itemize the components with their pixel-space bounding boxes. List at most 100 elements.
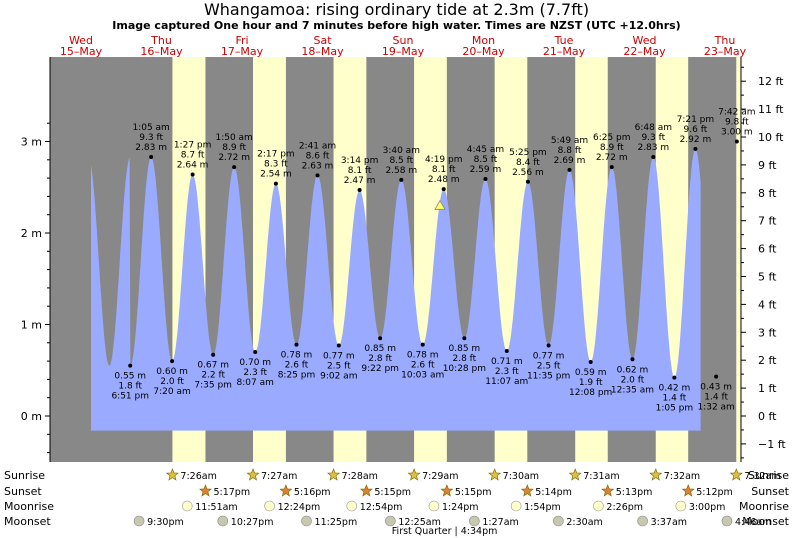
low-tide-point [378, 336, 383, 341]
right-tick-label: 0 ft [758, 410, 777, 423]
sunset-icon [199, 484, 212, 497]
row-label-right: Sunset [751, 485, 789, 498]
sunset-time: 5:14pm [535, 487, 572, 498]
high-tide-feet: 8.1 ft [348, 166, 372, 176]
high-tide-time: 1:05 am [132, 123, 169, 133]
right-tick-label: 5 ft [758, 271, 777, 284]
high-tide-time: 4:45 am [467, 145, 504, 155]
high-tide-point [232, 165, 237, 170]
row-label-left: Moonrise [4, 500, 54, 513]
row-label-left: Moonset [4, 515, 51, 528]
low-tide-feet: 2.8 ft [368, 354, 392, 364]
date-label: 18–May [301, 45, 344, 58]
day-name-label: Wed [69, 34, 93, 47]
high-tide-feet: 9.3 ft [139, 133, 163, 143]
high-tide-time: 5:25 pm [509, 148, 547, 158]
high-tide-meters: 2.83 m [637, 143, 669, 153]
day-name-label: Thu [150, 34, 172, 47]
moonrise-time: 2:26pm [606, 502, 643, 513]
high-tide-feet: 8.9 ft [222, 143, 246, 153]
moon-phase-label: First Quarter | 4:34pm [392, 526, 498, 537]
low-tide-time: 10:03 am [401, 371, 444, 381]
right-tick-label: 11 ft [758, 103, 784, 116]
high-tide-meters: 2.47 m [344, 176, 376, 186]
high-tide-feet: 8.1 ft [432, 165, 456, 175]
day-name-label: Tue [554, 34, 574, 47]
high-tide-point [734, 139, 739, 144]
moonset-time: 3:37am [651, 517, 687, 528]
low-tide-point [588, 360, 593, 365]
sunset-icon [359, 484, 373, 497]
sunset-time: 5:12pm [696, 487, 733, 498]
low-tide-meters: 0.62 m [617, 365, 649, 375]
high-tide-feet: 9.3 ft [641, 133, 665, 143]
low-tide-time: 11:35 pm [527, 372, 570, 382]
high-tide-meters: 2.59 m [470, 165, 502, 175]
high-tide-feet: 8.9 ft [600, 143, 624, 153]
day-name-label: Sat [313, 34, 332, 47]
high-tide-feet: 8.3 ft [264, 160, 288, 170]
day-name-label: Thu [714, 34, 736, 47]
low-tide-feet: 2.3 ft [495, 367, 519, 377]
moonrise-icon [264, 500, 275, 512]
moonrise-icon [428, 500, 440, 512]
low-tide-meters: 0.85 m [449, 344, 481, 354]
sunrise-time: 7:26am [180, 471, 216, 482]
high-tide-point [149, 155, 154, 160]
day-name-label: Fri [235, 34, 248, 47]
sunrise-icon [246, 468, 260, 481]
moonset-time: 12:25am [398, 517, 440, 528]
moonrise-icon [675, 500, 687, 512]
high-tide-meters: 3.00 m [721, 128, 753, 138]
high-tide-time: 5:49 am [551, 136, 588, 146]
sunrise-icon [729, 468, 743, 481]
moonset-icon [385, 515, 396, 527]
moonset-icon [721, 515, 733, 527]
high-tide-point [399, 177, 404, 182]
low-tide-feet: 2.6 ft [411, 361, 435, 371]
high-tide-meters: 2.63 m [302, 161, 334, 171]
sunset-icon [601, 484, 615, 497]
moonrise-time: 1:24pm [442, 502, 479, 513]
high-tide-feet: 8.4 ft [516, 158, 540, 168]
low-tide-meters: 0.78 m [281, 351, 313, 361]
low-tide-point [462, 336, 467, 341]
sunrise-time: 7:32am [664, 471, 700, 482]
low-tide-feet: 2.2 ft [201, 371, 225, 381]
day-name-label: Wed [633, 34, 657, 47]
sunrise-time: 7:30am [503, 471, 539, 482]
moonrise-time: 1:54pm [524, 502, 561, 513]
moonset-icon [133, 515, 145, 527]
sunset-icon [279, 484, 293, 497]
high-tide-time: 1:50 am [215, 133, 252, 143]
right-tick-label: 4 ft [758, 298, 777, 311]
high-tide-point [357, 187, 362, 192]
moonset-time: 9:30pm [147, 517, 184, 528]
high-tide-meters: 2.72 m [596, 153, 628, 163]
low-tide-time: 12:08 pm [569, 388, 612, 398]
low-tide-meters: 0.77 m [323, 352, 355, 362]
current-tide-marker [434, 199, 446, 210]
high-tide-point [315, 173, 320, 178]
left-tick-label: 1 m [21, 319, 42, 332]
low-tide-time: 12:35 am [611, 385, 654, 395]
low-tide-feet: 2.8 ft [452, 354, 476, 364]
low-tide-time: 7:35 pm [194, 381, 232, 391]
low-tide-meters: 0.71 m [491, 357, 523, 367]
low-tide-meters: 0.77 m [533, 352, 565, 362]
right-tick-label: 7 ft [758, 215, 777, 228]
moonrise-time: 12:24pm [278, 502, 321, 513]
low-tide-point [714, 374, 719, 379]
low-tide-meters: 0.60 m [156, 367, 188, 377]
right-tick-label: 6 ft [758, 243, 777, 256]
sunrise-icon [488, 468, 502, 481]
high-tide-time: 2:17 pm [257, 150, 295, 160]
low-tide-time: 8:07 am [237, 378, 274, 388]
row-label-left: Sunrise [4, 469, 45, 482]
high-tide-point [567, 167, 572, 172]
low-tide-meters: 0.42 m [659, 384, 691, 394]
high-tide-meters: 2.56 m [512, 168, 544, 178]
high-tide-time: 6:25 pm [593, 133, 631, 143]
moonrise-time: 3:00pm [689, 502, 726, 513]
moonset-icon [553, 515, 564, 527]
